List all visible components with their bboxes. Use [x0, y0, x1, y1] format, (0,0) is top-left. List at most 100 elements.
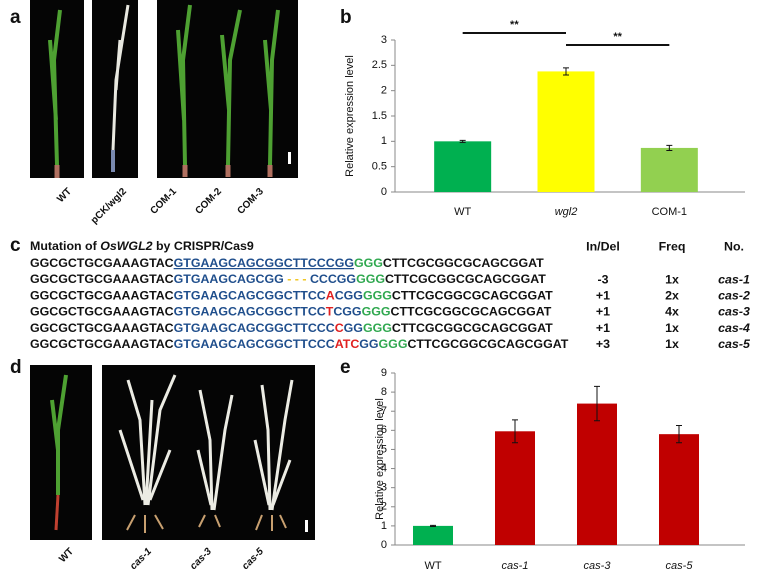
title-part: Mutation of [30, 239, 100, 253]
error-bar [563, 67, 569, 76]
sequence-segment: GTGAAGCAGCGGCTTCCC [174, 321, 335, 335]
table-cell: 2x [665, 288, 679, 302]
sequence-segment: A [326, 289, 335, 303]
error-bar [666, 144, 673, 151]
table-header: Freq [659, 239, 686, 253]
y-tick-label: 1 [381, 135, 387, 147]
sequence-segment: GGG [363, 321, 392, 335]
sequence-segment: GGCGCTGCGAAAGTAC [30, 272, 174, 286]
sequence-segment: CTTCGCGGCGCAGCGGAT [383, 256, 544, 270]
x-tick-label: cas-1 [502, 560, 529, 572]
y-tick-label: 8 [381, 386, 387, 398]
y-tick-label: 3 [381, 482, 387, 494]
table-cell: +1 [596, 321, 610, 335]
panel-label: d [10, 357, 22, 378]
table-cell: 4x [665, 305, 679, 319]
sequence: GGCGCTGCGAAAGTACGTGAAGCAGCGG - - - CCCGG… [30, 272, 546, 286]
bar [577, 403, 617, 545]
sequence: GGCGCTGCGAAAGTACGTGAAGCAGCGGCTTCCTCGGGGG… [30, 305, 552, 319]
bar [413, 525, 453, 545]
table-cell: cas-1 [718, 272, 750, 286]
error-bar [512, 419, 518, 444]
sequence-segment: GGCGCTGCGAAAGTAC [30, 256, 174, 270]
photo-label: COM-1 [148, 186, 179, 217]
sequence-segment: GGG [379, 337, 408, 351]
sequence-segment: GTGAAGCAGCGG [174, 272, 284, 286]
photo-d [30, 365, 315, 540]
y-tick-label: 3 [381, 34, 387, 46]
sequence: GGCGCTGCGAAAGTACGTGAAGCAGCGGCTTCCACGGGGG… [30, 289, 553, 303]
table-cell: cas-3 [718, 305, 750, 319]
error-bar [459, 139, 466, 143]
x-tick-label: WT [424, 560, 441, 572]
sequence-segment: GG [359, 337, 378, 351]
sequence-segment: C [335, 321, 344, 335]
sequence-segment: CTTCGCGGCGCAGCGGAT [385, 272, 546, 286]
panel-label: b [340, 7, 352, 28]
sequence-segment: GGCGCTGCGAAAGTAC [30, 337, 174, 351]
bar [537, 71, 595, 192]
table-header: No. [724, 239, 744, 253]
sequence: GGCGCTGCGAAAGTACGTGAAGCAGCGGCTTCCCGGGGGC… [30, 256, 544, 270]
table-cell: cas-2 [718, 288, 750, 302]
table-cell: +1 [596, 288, 610, 302]
table-cell: +1 [596, 305, 610, 319]
sequence-segment: GTGAAGCAGCGGCTTCC [174, 305, 326, 319]
sequence-segment: GGG [363, 289, 392, 303]
bar [434, 141, 492, 192]
y-tick-label: 2.5 [372, 59, 387, 71]
sequence-segment: - - - [284, 272, 310, 286]
photo-label: cas-3 [188, 546, 214, 572]
y-axis-label: Relative expression level [374, 398, 386, 520]
sequence: GGCGCTGCGAAAGTACGTGAAGCAGCGGCTTCCCATCGGG… [30, 337, 569, 351]
y-tick-label: 6 [381, 424, 387, 436]
photo-label: COM-3 [235, 186, 266, 217]
x-tick-label: wgl2 [555, 206, 578, 218]
table-cell: cas-5 [718, 337, 751, 351]
x-tick-label: COM-1 [652, 206, 687, 218]
title-part: OsWGL2 [100, 239, 152, 253]
table-cell: cas-4 [718, 321, 750, 335]
x-tick-label: cas-3 [584, 560, 612, 572]
y-tick-label: 5 [381, 443, 387, 455]
y-tick-label: 2 [381, 85, 387, 97]
photo-label: pCK/wgl2 [89, 186, 129, 226]
x-tick-label: WT [454, 206, 471, 218]
sequence-segment: GGG [362, 305, 391, 319]
photo-label: WT [55, 186, 74, 205]
sequence-segment: GTGAAGCAGCGGCTTCC [174, 289, 326, 303]
table-cell: +3 [596, 337, 610, 351]
table-cell: 1x [665, 321, 679, 335]
y-tick-label: 0 [381, 186, 387, 198]
sequence-segment: ATC [335, 337, 360, 351]
y-tick-label: 7 [381, 405, 387, 417]
error-bar [594, 385, 600, 422]
panel-label: a [10, 7, 21, 28]
y-tick-label: 2 [381, 501, 387, 513]
sequence-segment: GGCGCTGCGAAAGTAC [30, 289, 174, 303]
sequence-segment: CGG [333, 305, 361, 319]
sequence-segment: T [326, 305, 334, 319]
photo-label: cas-5 [240, 546, 266, 572]
error-bar [676, 425, 682, 444]
sequence-segment: GG [344, 321, 363, 335]
photo-label: COM-2 [193, 186, 224, 217]
sequence-segment: GTGAAGCAGCGGCTTCCC [174, 337, 335, 351]
table-cell: 1x [665, 272, 679, 286]
sequence-segment: CTTCGCGGCGCAGCGGAT [392, 289, 553, 303]
sequence-segment: GGG [356, 272, 385, 286]
sequence: GGCGCTGCGAAAGTACGTGAAGCAGCGGCTTCCCCGGGGG… [30, 321, 553, 335]
y-tick-label: 1 [381, 520, 387, 532]
significance-label: ** [510, 19, 519, 31]
photo-label: WT [57, 546, 76, 565]
y-tick-label: 4 [381, 462, 387, 474]
y-tick-label: 1.5 [372, 110, 387, 122]
bar [640, 147, 698, 192]
error-bar [430, 524, 436, 527]
y-tick-label: 0.5 [372, 161, 387, 173]
sequence-segment: CCCGG [310, 272, 356, 286]
sequence-segment: GGCGCTGCGAAAGTAC [30, 305, 174, 319]
crispr-title: Mutation of OsWGL2 by CRISPR/Cas9 [30, 239, 254, 253]
